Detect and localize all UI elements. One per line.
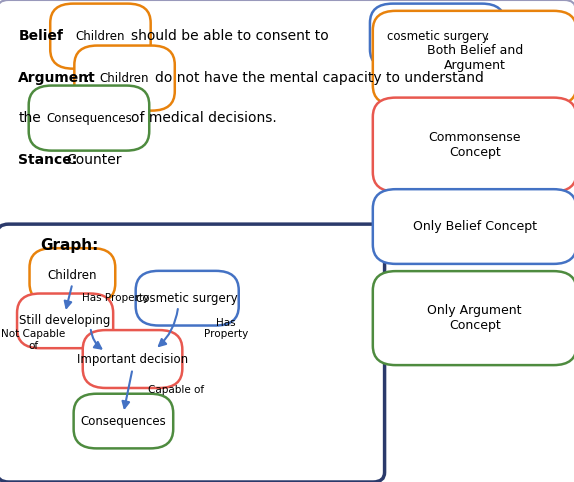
FancyBboxPatch shape [74,46,174,111]
FancyBboxPatch shape [373,189,574,264]
Text: Still developing: Still developing [20,314,111,327]
Text: Children: Children [76,30,125,42]
FancyBboxPatch shape [370,3,505,68]
Text: Consequences: Consequences [80,415,166,428]
Text: Has Property: Has Property [82,293,149,303]
Text: the: the [18,111,41,125]
Text: Only Argument
Concept: Only Argument Concept [428,304,522,332]
FancyBboxPatch shape [0,0,574,234]
Text: of medical decisions.: of medical decisions. [131,111,277,125]
FancyBboxPatch shape [73,394,173,448]
Text: Has
Property: Has Property [204,318,249,339]
Text: Children: Children [48,269,97,282]
Text: Argument: Argument [18,71,96,85]
Text: .: . [484,29,489,43]
FancyBboxPatch shape [373,11,574,105]
FancyBboxPatch shape [0,224,385,482]
FancyBboxPatch shape [51,3,150,68]
FancyBboxPatch shape [29,86,149,150]
Text: Not Capable
of: Not Capable of [1,329,65,351]
Text: should be able to consent to: should be able to consent to [131,29,329,43]
Text: :: : [57,29,67,43]
Text: Important decision: Important decision [77,352,188,365]
Text: :: : [85,71,94,85]
Text: cosmetic surgery: cosmetic surgery [137,292,238,305]
Text: Stance:: Stance: [18,153,77,167]
Text: Only Belief Concept: Only Belief Concept [413,220,537,233]
FancyBboxPatch shape [373,271,574,365]
FancyBboxPatch shape [29,248,115,303]
Text: Both Belief and
Argument: Both Belief and Argument [426,44,523,72]
Text: do not have the mental capacity to understand: do not have the mental capacity to under… [155,71,484,85]
Text: Capable of: Capable of [148,385,204,395]
FancyBboxPatch shape [83,330,183,388]
Text: Graph:: Graph: [40,238,99,254]
Text: Children: Children [100,72,149,84]
FancyBboxPatch shape [373,98,574,192]
Text: Counter: Counter [66,153,122,167]
Text: Consequences: Consequences [46,112,132,124]
FancyBboxPatch shape [17,294,113,348]
Text: Belief: Belief [18,29,63,43]
Text: cosmetic surgery: cosmetic surgery [386,30,488,42]
Text: Commonsense
Concept: Commonsense Concept [428,131,521,159]
FancyBboxPatch shape [135,271,239,325]
